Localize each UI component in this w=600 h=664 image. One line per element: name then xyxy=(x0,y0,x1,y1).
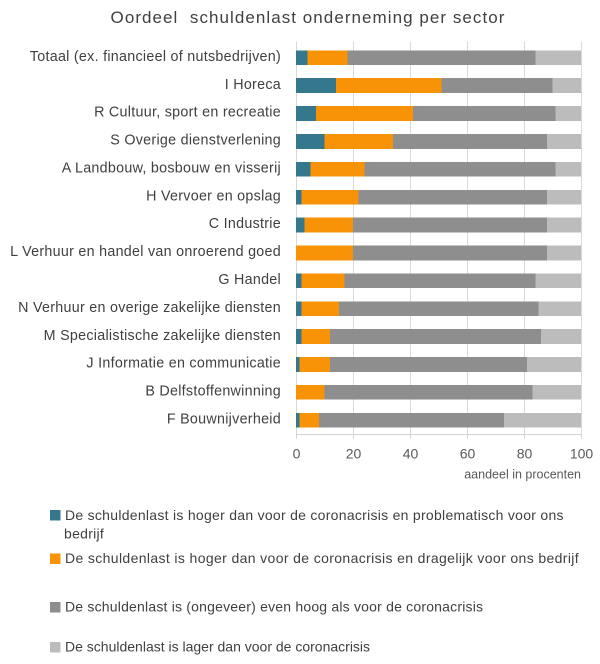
svg-text:0: 0 xyxy=(293,446,301,462)
svg-text:H Vervoer en opslag: H Vervoer en opslag xyxy=(146,188,281,204)
svg-text:B Delfstoffenwinning: B Delfstoffenwinning xyxy=(145,384,281,400)
svg-text:De schuldenlast is (ongeveer): De schuldenlast is (ongeveer) even hoog … xyxy=(65,599,483,615)
svg-text:N Verhuur en overige zakelijke: N Verhuur en overige zakelijke diensten xyxy=(18,300,281,316)
svg-text:aandeel in procenten: aandeel in procenten xyxy=(464,468,581,482)
svg-text:80: 80 xyxy=(517,446,533,462)
svg-text:20: 20 xyxy=(346,446,362,462)
svg-text:40: 40 xyxy=(403,446,419,462)
svg-text:100: 100 xyxy=(570,446,594,462)
svg-text:Totaal (ex. financieel of nuts: Totaal (ex. financieel of nutsbedrijven) xyxy=(30,49,281,65)
svg-text:M Specialistische zakelijke di: M Specialistische zakelijke diensten xyxy=(44,328,281,344)
svg-text:F Bouwnijverheid: F Bouwnijverheid xyxy=(167,411,281,427)
svg-text:De schuldenlast is hoger dan v: De schuldenlast is hoger dan voor de cor… xyxy=(65,507,564,523)
svg-text:C Industrie: C Industrie xyxy=(209,216,281,232)
svg-text:G Handel: G Handel xyxy=(218,272,281,288)
svg-text:J Informatie en communicatie: J Informatie en communicatie xyxy=(86,356,281,372)
svg-text:De schuldenlast is lager dan v: De schuldenlast is lager dan voor de cor… xyxy=(65,639,370,655)
svg-text:Oordeel schuldenlast ondernem: Oordeel schuldenlast onderneming per sec… xyxy=(111,8,506,27)
svg-text:R Cultuur, sport en recreatie: R Cultuur, sport en recreatie xyxy=(94,105,281,121)
svg-text:A Landbouw, bosbouw en visseri: A Landbouw, bosbouw en visserij xyxy=(62,160,281,176)
svg-text:S Overige dienstverlening: S Overige dienstverlening xyxy=(110,133,281,149)
svg-text:I Horeca: I Horeca xyxy=(225,77,281,93)
svg-text:L Verhuur en handel van onroer: L Verhuur en handel van onroerend goed xyxy=(10,244,281,260)
svg-text:60: 60 xyxy=(460,446,476,462)
svg-text:bedrijf: bedrijf xyxy=(64,526,104,542)
svg-text:De schuldenlast is hoger dan v: De schuldenlast is hoger dan voor de cor… xyxy=(65,550,579,566)
